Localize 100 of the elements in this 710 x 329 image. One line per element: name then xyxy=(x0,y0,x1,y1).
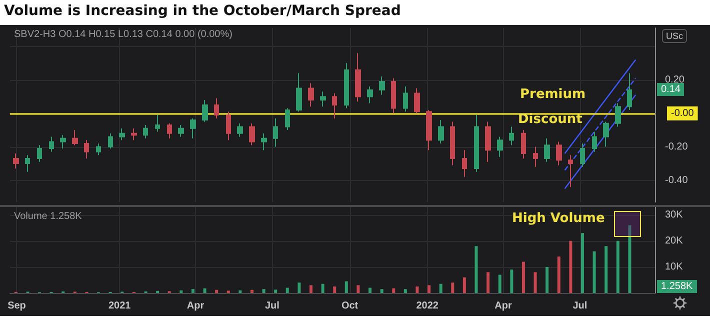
candlestick xyxy=(308,82,314,108)
y-tick-label: 0.20 xyxy=(665,74,685,86)
candlestick xyxy=(580,142,585,168)
candlestick xyxy=(96,142,101,156)
bar xyxy=(616,240,620,293)
candlestick xyxy=(568,154,573,188)
candlestick xyxy=(367,86,373,104)
bar xyxy=(546,266,549,293)
annotation: Discount xyxy=(518,112,582,127)
candlestick xyxy=(462,150,467,178)
candlestick xyxy=(438,120,444,144)
candlestick xyxy=(391,78,396,114)
candlestick xyxy=(615,102,621,128)
annotation: SBV2-H3 O0.14 H0.15 L0.13 C0.14 0.00 (0.00%) xyxy=(14,29,232,40)
candlestick xyxy=(627,72,632,110)
annotation: Premium xyxy=(520,87,586,102)
bar xyxy=(286,288,289,293)
bar xyxy=(310,285,312,293)
bar xyxy=(274,290,278,293)
candlestick xyxy=(592,131,597,152)
candlestick xyxy=(603,121,609,148)
x-tick-label: Apr xyxy=(494,300,512,312)
candlestick xyxy=(131,128,137,141)
candlestick xyxy=(226,111,231,141)
bar xyxy=(250,290,254,293)
bar xyxy=(498,274,502,293)
candlestick xyxy=(485,121,491,162)
candlestick xyxy=(509,126,514,146)
candlestick xyxy=(426,109,432,151)
annotation: High Volume xyxy=(512,211,605,226)
bar xyxy=(333,286,336,293)
y-tick-label: -0.20 xyxy=(665,141,688,152)
candlestick xyxy=(403,86,408,112)
x-tick-label: 2022 xyxy=(416,300,439,312)
x-tick-label: Jul xyxy=(572,300,588,312)
candlestick xyxy=(273,118,278,148)
bar xyxy=(238,290,242,293)
bar xyxy=(215,290,218,293)
candlestick xyxy=(544,138,550,162)
bar xyxy=(534,272,537,293)
text: 0.14 xyxy=(657,83,684,96)
bar xyxy=(604,246,608,293)
bar xyxy=(321,284,324,293)
candlestick xyxy=(202,99,208,122)
text: 1.258K xyxy=(657,280,697,293)
candlestick xyxy=(474,114,479,172)
y-tick-label: -0.40 xyxy=(665,174,688,186)
bar xyxy=(451,282,454,293)
x-tick-label: 2021 xyxy=(108,300,132,312)
candlestick xyxy=(320,91,326,108)
candlestick xyxy=(49,136,54,152)
candlestick xyxy=(155,114,160,132)
text: USc xyxy=(662,29,688,43)
bar xyxy=(439,284,442,293)
x-tick-label: Apr xyxy=(186,300,204,312)
candlestick xyxy=(167,122,172,139)
bar xyxy=(557,256,560,293)
bar xyxy=(203,288,206,293)
candlestick xyxy=(143,124,148,139)
bar xyxy=(428,285,431,293)
bar xyxy=(368,288,372,293)
bar xyxy=(462,277,466,293)
bar xyxy=(356,285,360,293)
x-tick-label: Oct xyxy=(341,300,359,312)
candlestick xyxy=(84,140,89,159)
y-tick-label: 20K xyxy=(665,235,684,246)
x-tick-label: Jul xyxy=(264,300,280,312)
candlestick xyxy=(178,124,184,138)
bar xyxy=(416,286,419,293)
bar xyxy=(180,290,183,293)
candlestick xyxy=(108,132,113,149)
bar xyxy=(580,233,584,293)
candlestick xyxy=(450,121,455,166)
annotation: Volume 1.258K xyxy=(14,211,82,222)
candlestick xyxy=(249,122,255,146)
candlestick xyxy=(13,152,19,170)
bar xyxy=(510,270,514,293)
candlestick xyxy=(25,154,30,172)
candlestick xyxy=(72,130,78,146)
chart-title: Volume is Increasing in the October/March Spread xyxy=(4,3,401,19)
ref-line-label: -0.00 xyxy=(671,108,694,119)
bar xyxy=(344,281,348,293)
bar xyxy=(392,288,396,293)
candlestick xyxy=(237,122,243,138)
candlestick xyxy=(379,76,385,96)
bar xyxy=(298,282,301,293)
bar xyxy=(522,262,525,293)
candlestick xyxy=(533,146,538,168)
candlestick xyxy=(190,118,196,139)
candlestick xyxy=(414,88,420,114)
bar xyxy=(486,272,490,293)
bar xyxy=(628,225,632,293)
candlestick xyxy=(37,144,42,162)
candlestick xyxy=(497,136,503,158)
y-tick-label: 30K xyxy=(665,209,684,220)
candlestick xyxy=(60,134,66,149)
candlestick xyxy=(261,132,267,151)
bar xyxy=(191,289,194,293)
bar xyxy=(592,251,596,293)
bar xyxy=(404,289,407,293)
